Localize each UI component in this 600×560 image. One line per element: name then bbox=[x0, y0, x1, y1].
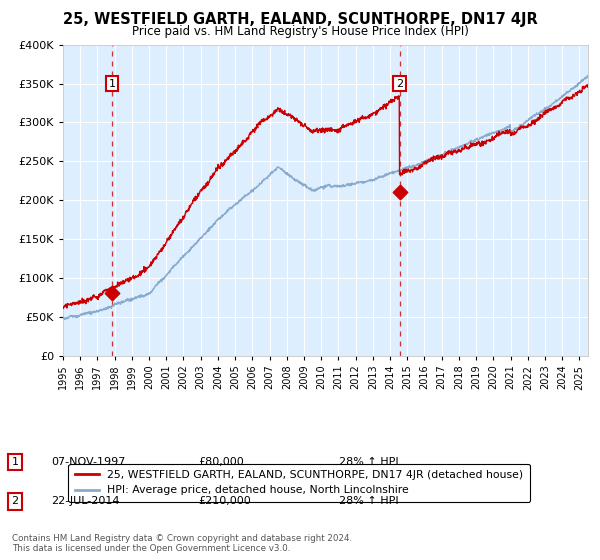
Text: 28% ↑ HPI: 28% ↑ HPI bbox=[339, 496, 398, 506]
Point bbox=[395, 188, 404, 197]
Text: £210,000: £210,000 bbox=[198, 496, 251, 506]
Text: Contains HM Land Registry data © Crown copyright and database right 2024.
This d: Contains HM Land Registry data © Crown c… bbox=[12, 534, 352, 553]
Text: Price paid vs. HM Land Registry's House Price Index (HPI): Price paid vs. HM Land Registry's House … bbox=[131, 25, 469, 38]
Text: 1: 1 bbox=[109, 78, 116, 88]
Text: £80,000: £80,000 bbox=[198, 457, 244, 467]
Legend: 25, WESTFIELD GARTH, EALAND, SCUNTHORPE, DN17 4JR (detached house), HPI: Average: 25, WESTFIELD GARTH, EALAND, SCUNTHORPE,… bbox=[68, 464, 530, 502]
Text: 25, WESTFIELD GARTH, EALAND, SCUNTHORPE, DN17 4JR: 25, WESTFIELD GARTH, EALAND, SCUNTHORPE,… bbox=[62, 12, 538, 27]
Text: 22-JUL-2014: 22-JUL-2014 bbox=[51, 496, 119, 506]
Text: 07-NOV-1997: 07-NOV-1997 bbox=[51, 457, 125, 467]
Text: 2: 2 bbox=[396, 78, 403, 88]
Point bbox=[107, 289, 117, 298]
Text: 28% ↑ HPI: 28% ↑ HPI bbox=[339, 457, 398, 467]
Text: 1: 1 bbox=[11, 457, 19, 467]
Text: 2: 2 bbox=[11, 496, 19, 506]
